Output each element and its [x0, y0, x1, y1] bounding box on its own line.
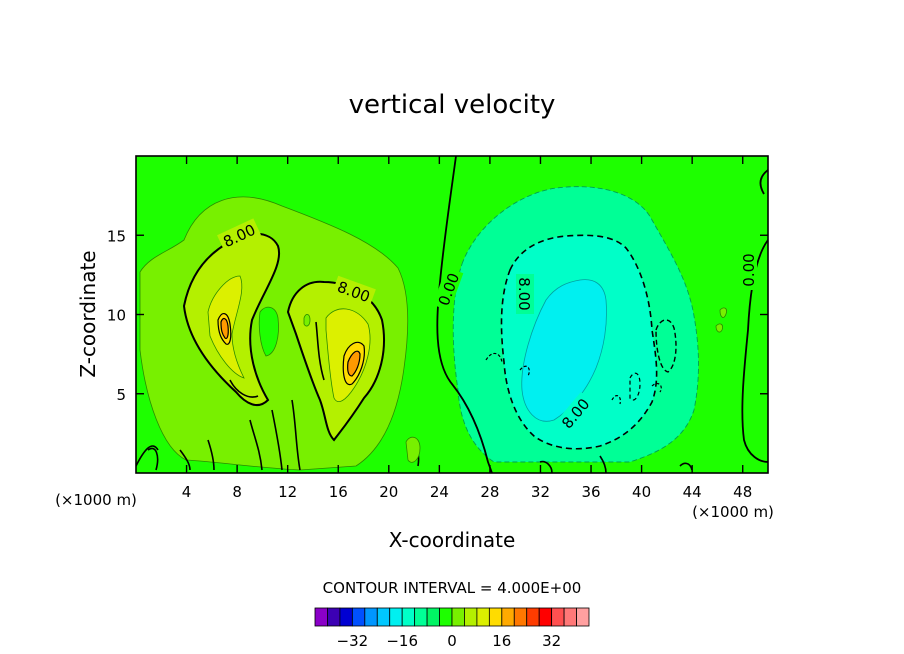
axis-ticks [136, 156, 768, 473]
plot-area: 8.00 8.00 0.00 8.00 8.00 0.00 [135, 155, 769, 474]
zero-pocket-1 [258, 306, 279, 357]
contour-label: 8.00 [515, 277, 533, 310]
colorbar-swatch [526, 607, 540, 627]
x-tick-label: 48 [733, 483, 752, 501]
negative-blob-1 [655, 319, 677, 373]
contour-interval-text: CONTOUR INTERVAL = 4.000E+00 [323, 579, 582, 597]
colorbar-swatch [364, 607, 378, 627]
x-tick-label: 12 [278, 483, 297, 501]
colorbar-swatch [563, 607, 577, 627]
y-unit-label: (×1000 m) [55, 491, 137, 509]
colorbar-tick-label: 16 [492, 632, 511, 650]
y-axis-title: Z-coordinate [76, 250, 100, 377]
zero-contour-bottom [136, 443, 693, 473]
contour-field [136, 156, 768, 473]
small-features [485, 352, 662, 429]
x-tick-label: 20 [379, 483, 398, 501]
colorbar-swatch [513, 607, 528, 627]
colorbar-swatch [538, 607, 553, 627]
colorbar-swatch [439, 607, 453, 627]
negative-region-12 [521, 279, 607, 422]
negative-blob-2 [629, 372, 641, 401]
colorbar-swatch [389, 607, 403, 627]
colorbar-swatch [551, 607, 565, 627]
positive-region-20-left [220, 317, 229, 340]
x-unit-label: (×1000 m) [692, 503, 774, 521]
contour-labels: 8.00 8.00 0.00 8.00 8.00 0.00 [217, 218, 758, 435]
colorbar [314, 607, 590, 627]
colorbar-tick-label: −32 [337, 632, 369, 650]
x-tick-label: 8 [232, 483, 242, 501]
colorbar-swatch [451, 607, 465, 627]
colorbar-swatch [314, 607, 328, 627]
colorbar-swatch [351, 607, 366, 627]
x-tick-label: 44 [683, 483, 702, 501]
y-tick-label: 15 [107, 227, 126, 245]
x-tick-label: 24 [430, 483, 449, 501]
zero-contour-center [436, 156, 493, 473]
colorbar-swatch [401, 607, 416, 627]
colorbar-tick-label: 32 [542, 632, 561, 650]
inner-zero-line-right [315, 321, 325, 381]
x-tick-label: 28 [480, 483, 499, 501]
y-tick-labels: 5 10 15 [107, 227, 126, 404]
colorbar-swatch [426, 607, 440, 627]
colorbar-labels: −32 −16 0 16 32 [337, 632, 562, 650]
chart-title: vertical velocity [349, 90, 556, 120]
positive-region-20-right [347, 350, 361, 377]
x-tick-label: 16 [329, 483, 348, 501]
low-level-fingers [147, 379, 301, 471]
y-tick-label: 5 [116, 386, 126, 404]
colorbar-tick-label: 0 [447, 632, 457, 650]
x-axis-title: X-coordinate [389, 528, 516, 552]
colorbar-swatch [464, 607, 478, 627]
colorbar-swatch [488, 607, 503, 627]
contour-label: 0.00 [740, 253, 758, 286]
colorbar-swatch [414, 607, 428, 627]
colorbar-swatch [339, 607, 353, 627]
x-tick-labels: 4 8 12 16 20 24 28 32 36 40 44 48 [182, 483, 752, 501]
y-tick-label: 10 [107, 307, 126, 325]
colorbar-swatch [376, 607, 391, 627]
colorbar-swatch [576, 607, 590, 627]
x-tick-label: 36 [581, 483, 600, 501]
small-positive-dots [303, 307, 727, 463]
colorbar-swatch [476, 607, 490, 627]
x-tick-label: 4 [182, 483, 192, 501]
colorbar-tick-label: −16 [386, 632, 418, 650]
x-tick-label: 40 [632, 483, 651, 501]
x-tick-label: 32 [531, 483, 550, 501]
colorbar-swatch [327, 607, 341, 627]
colorbar-swatch [501, 607, 515, 627]
